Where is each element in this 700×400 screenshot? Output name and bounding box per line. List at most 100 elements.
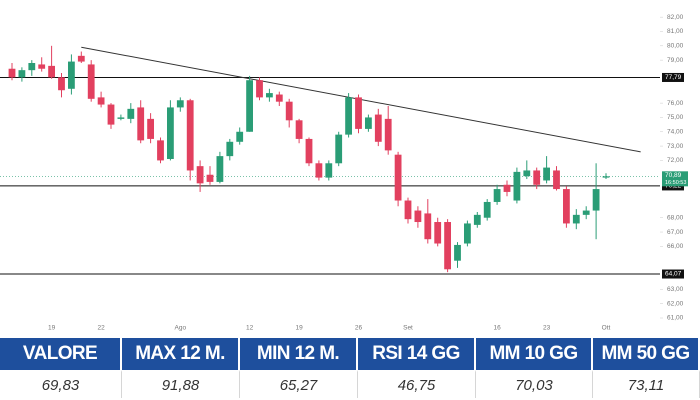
candle-body xyxy=(18,70,26,78)
countdown: 16:50:53 xyxy=(665,180,686,186)
candle-body xyxy=(473,214,481,225)
column-header: MIN 12 M. xyxy=(240,338,358,370)
current-label: 70,89 xyxy=(665,172,682,179)
level-badge xyxy=(662,269,684,279)
candle-body xyxy=(87,64,95,99)
column-header: MAX 12 M. xyxy=(122,338,240,370)
y-tick-label: 61,00 xyxy=(667,315,684,322)
chart: 82,00 81,00 80,00 79,00 76,00 75,00 74,00 73,00… xyxy=(0,14,688,332)
y-tick-label: 62,00 xyxy=(667,300,684,307)
x-tick-label: 16 xyxy=(493,325,501,332)
candle-body xyxy=(394,154,402,201)
candle-body xyxy=(404,200,412,220)
candle-body xyxy=(48,65,55,78)
candle-body xyxy=(493,189,501,202)
x-tick-label: Ott xyxy=(602,325,611,332)
candle-body xyxy=(563,189,570,224)
x-tick-label: 23 xyxy=(543,325,551,332)
candle-body xyxy=(572,214,580,224)
value-row: 69,83 91,88 65,27 46,75 70,03 73,11 xyxy=(0,370,700,398)
y-tick-label: 68,00 xyxy=(667,214,684,221)
candle-body xyxy=(216,156,224,182)
candle-body xyxy=(186,100,194,171)
x-tick-label: 19 xyxy=(48,325,56,332)
candle-body xyxy=(365,117,372,129)
candle-body xyxy=(444,222,451,270)
candle-body xyxy=(483,201,491,218)
cell-value: 70,03 xyxy=(476,370,593,398)
y-tick-label: 81,00 xyxy=(667,28,684,35)
candle-body xyxy=(266,93,273,98)
y-tick-label: 63,00 xyxy=(667,286,684,293)
candle-body xyxy=(246,80,253,132)
x-tick-label: Set xyxy=(403,325,413,332)
candle-body xyxy=(582,210,590,215)
candle-body xyxy=(8,68,16,78)
header-row: VALORE MAX 12 M. MIN 12 M. RSI 14 GG MM 10 G… xyxy=(0,338,700,370)
candle-body xyxy=(305,138,313,164)
level-label: 64,07 xyxy=(665,271,682,278)
candle-body xyxy=(68,61,75,89)
candle-body xyxy=(196,166,204,184)
cell-value: 65,27 xyxy=(240,370,358,398)
candle-body xyxy=(592,189,600,211)
y-tick-label: 75,00 xyxy=(667,114,684,121)
column-header: VALORE xyxy=(0,338,122,370)
cell-value: 46,75 xyxy=(358,370,476,398)
candle-body xyxy=(602,176,610,178)
candle-body xyxy=(543,167,550,181)
x-tick-label: Ago xyxy=(175,325,187,332)
y-tick-label: 72,00 xyxy=(667,157,684,164)
candle-body xyxy=(523,170,531,177)
candle-body xyxy=(434,222,442,244)
candle-body xyxy=(28,63,36,71)
candle-body xyxy=(137,107,145,141)
candle-body xyxy=(533,170,541,185)
candle-body xyxy=(77,55,85,62)
candle-body xyxy=(464,223,471,244)
candle-body xyxy=(414,210,422,223)
column-header: MM 10 GG xyxy=(476,338,593,370)
column-header: RSI 14 GG xyxy=(358,338,476,370)
candle-body xyxy=(226,141,234,157)
candle-body xyxy=(38,64,46,69)
cell-value: 73,11 xyxy=(593,370,700,398)
candle-body xyxy=(424,213,432,240)
y-tick-label: 67,00 xyxy=(667,229,684,236)
level-label: 77,79 xyxy=(665,74,682,81)
candle-body xyxy=(454,244,461,261)
y-tick-label: 80,00 xyxy=(667,43,684,50)
y-tick-label: 79,00 xyxy=(667,57,684,64)
candle-body xyxy=(315,163,323,178)
candle-body xyxy=(285,101,293,121)
column-header: MM 50 GG xyxy=(593,338,700,370)
candle-body xyxy=(176,100,184,108)
candle-body xyxy=(117,117,125,119)
candle-body xyxy=(384,118,392,151)
candle-body xyxy=(167,107,174,159)
candle-body xyxy=(503,184,511,192)
candle-body xyxy=(295,120,303,139)
cell-value: 69,83 xyxy=(0,370,122,398)
candle-body xyxy=(97,97,105,105)
candle-body xyxy=(147,118,154,139)
candle-body xyxy=(206,174,214,182)
candle-body xyxy=(325,163,333,178)
candle-body xyxy=(345,97,352,135)
candle-body xyxy=(513,171,521,201)
candle-body xyxy=(107,104,115,125)
stats-table: VALORE MAX 12 M. MIN 12 M. RSI 14 GG MM 10 G… xyxy=(0,338,700,398)
candle-body xyxy=(256,80,263,98)
x-tick-label: 19 xyxy=(295,325,303,332)
y-tick-label: 74,00 xyxy=(667,128,684,135)
candle-body xyxy=(355,97,362,129)
candle-body xyxy=(374,114,382,142)
y-tick-label: 82,00 xyxy=(667,14,684,21)
candle-body xyxy=(553,170,560,190)
candle-body xyxy=(58,77,65,91)
x-tick-label: 12 xyxy=(246,325,254,332)
y-tick-label: 76,00 xyxy=(667,100,684,107)
cell-value: 91,88 xyxy=(122,370,240,398)
y-tick-label: 73,00 xyxy=(667,143,684,150)
